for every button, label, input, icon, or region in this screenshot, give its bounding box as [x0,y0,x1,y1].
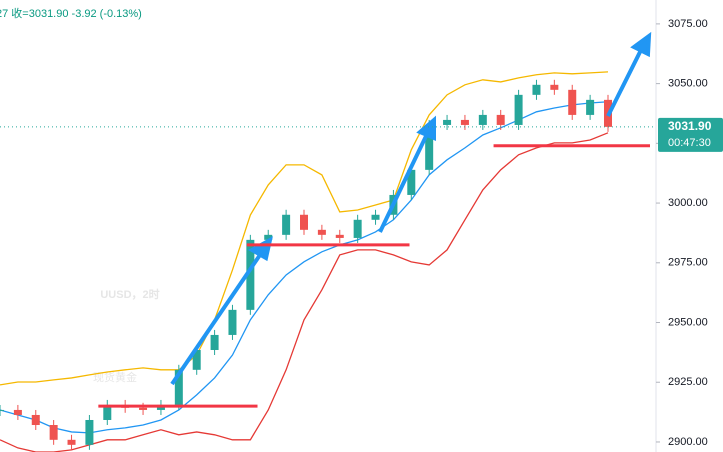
candle [192,349,201,370]
trend-arrow [606,47,644,117]
last-price-label: 3031.90 [668,119,712,133]
candle [264,234,273,240]
candle [425,124,434,170]
candle [31,414,40,426]
watermark: 现货黄金 [93,370,137,384]
y-tick-label: 3075.00 [668,18,708,30]
plot [0,71,612,452]
y-tick-label: 2975.00 [668,257,708,269]
candle [67,439,76,445]
candle [85,419,94,445]
candle [371,214,380,220]
candle [586,99,595,115]
candle [496,114,505,125]
candle [407,169,416,195]
candle [49,425,58,440]
price-badge [658,117,723,152]
band-line [0,132,609,452]
subtitle: 27 收=3031.90 -3.92 (-0.13%) [0,6,142,20]
candle [335,234,344,238]
candle [0,409,4,411]
candle [13,409,22,415]
trend-arrow [378,131,430,233]
arrows [170,31,652,386]
candle [103,404,112,420]
y-tick-label: 3000.00 [668,197,708,209]
candle [460,119,469,125]
countdown: 00:47:30 [668,137,711,149]
candle [532,84,541,95]
trend-arrow [170,250,264,386]
candle [317,229,326,235]
arrow-head [416,115,436,142]
watermark: UUSD，2时 [100,287,159,301]
candle [228,309,237,335]
y-tick-label: 2950.00 [668,316,708,328]
candle [300,214,308,230]
y-tick-label: 2925.00 [668,376,708,388]
candle [478,114,487,125]
candle [514,94,523,125]
candle [550,84,559,90]
candle [210,334,219,350]
band-line [0,101,609,434]
candle [139,407,148,410]
candle [282,214,291,235]
candle [353,219,362,238]
candle [443,119,452,125]
candle [174,369,183,405]
band-line [0,71,609,386]
arrow-head [630,31,652,58]
y-tick-label: 2900.00 [668,436,708,448]
candle [568,89,577,115]
y-tick-label: 3050.00 [668,78,708,90]
candle [246,239,255,310]
